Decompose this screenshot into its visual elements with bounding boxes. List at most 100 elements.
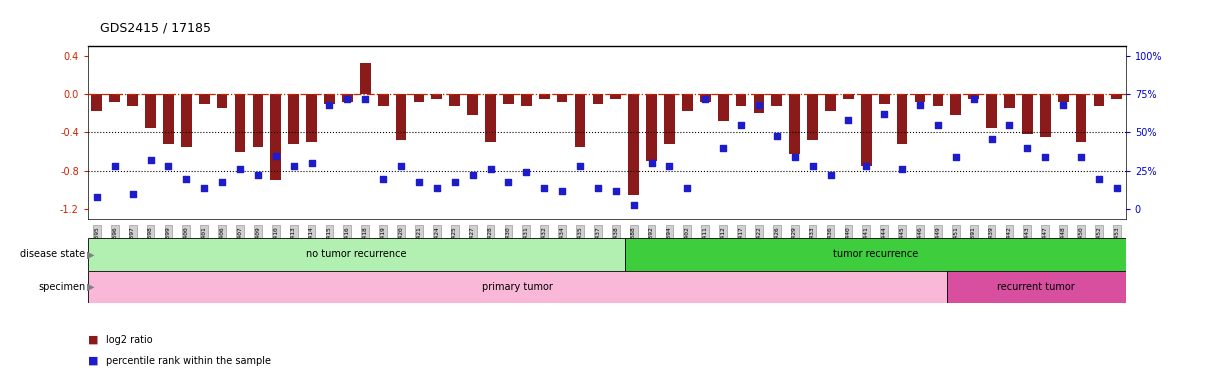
Text: percentile rank within the sample: percentile rank within the sample — [106, 356, 271, 366]
Point — [355, 96, 375, 102]
Bar — [736, 94, 746, 106]
Text: no tumor recurrence: no tumor recurrence — [306, 249, 407, 260]
Bar — [1076, 94, 1087, 142]
Point — [606, 188, 625, 194]
Bar — [468, 94, 477, 115]
Point — [785, 154, 805, 160]
Bar — [342, 94, 353, 102]
Bar — [807, 94, 818, 140]
Bar — [449, 94, 460, 106]
Bar — [324, 94, 335, 104]
Point — [659, 163, 679, 169]
Point — [696, 96, 716, 102]
Bar — [625, 238, 1126, 271]
Bar — [575, 94, 585, 147]
Point — [767, 132, 786, 139]
Point — [570, 163, 590, 169]
Point — [856, 163, 875, 169]
Point — [678, 185, 697, 191]
Text: GDS2415 / 17185: GDS2415 / 17185 — [100, 22, 211, 35]
Bar — [127, 94, 138, 106]
Point — [409, 179, 429, 185]
Bar — [700, 94, 711, 102]
Bar — [503, 94, 514, 104]
Point — [374, 175, 393, 182]
Bar — [950, 94, 961, 115]
Bar — [861, 94, 872, 166]
Point — [266, 152, 286, 159]
Point — [302, 160, 321, 166]
Point — [1000, 122, 1020, 128]
Bar — [377, 94, 388, 106]
Point — [427, 185, 447, 191]
Bar — [360, 63, 371, 94]
Bar — [718, 94, 729, 121]
Point — [177, 175, 197, 182]
Bar — [1022, 94, 1033, 134]
Bar — [1040, 94, 1050, 137]
Point — [928, 122, 947, 128]
Bar — [396, 94, 407, 140]
Bar — [610, 94, 621, 99]
Bar — [88, 271, 946, 303]
Bar — [968, 94, 979, 99]
Bar — [253, 94, 264, 147]
Bar — [199, 94, 210, 104]
Bar — [181, 94, 192, 147]
Point — [87, 194, 106, 200]
Text: recurrent tumor: recurrent tumor — [998, 282, 1076, 292]
Point — [821, 172, 840, 179]
Point — [946, 154, 966, 160]
Point — [463, 172, 482, 179]
Point — [391, 163, 410, 169]
Bar — [1094, 94, 1104, 106]
Bar — [88, 238, 625, 271]
Point — [444, 179, 464, 185]
Point — [231, 166, 250, 172]
Point — [1035, 154, 1055, 160]
Point — [481, 166, 501, 172]
Point — [140, 157, 160, 163]
Bar — [933, 94, 944, 106]
Point — [642, 160, 662, 166]
Point — [731, 122, 751, 128]
Text: disease state: disease state — [21, 249, 85, 260]
Bar — [270, 94, 281, 180]
Point — [1054, 102, 1073, 108]
Point — [893, 166, 912, 172]
Point — [910, 102, 929, 108]
Point — [552, 188, 571, 194]
Bar — [414, 94, 425, 102]
Bar — [772, 94, 783, 106]
Bar — [485, 94, 496, 142]
Text: specimen: specimen — [38, 282, 85, 292]
Point — [159, 163, 178, 169]
Bar — [946, 271, 1126, 303]
Point — [284, 163, 304, 169]
Point — [123, 191, 143, 197]
Bar — [306, 94, 317, 142]
Bar — [538, 94, 549, 99]
Point — [713, 145, 733, 151]
Point — [1089, 175, 1109, 182]
Bar — [1057, 94, 1068, 102]
Point — [874, 111, 894, 117]
Bar — [521, 94, 531, 106]
Bar — [825, 94, 836, 111]
Point — [624, 202, 643, 208]
Bar — [164, 94, 173, 144]
Text: ■: ■ — [88, 335, 99, 345]
Bar — [879, 94, 890, 104]
Point — [337, 96, 357, 102]
Point — [535, 185, 554, 191]
Point — [839, 117, 858, 123]
Point — [589, 185, 608, 191]
Bar — [789, 94, 800, 154]
Point — [1017, 145, 1037, 151]
Bar — [145, 94, 156, 127]
Bar — [592, 94, 603, 104]
Bar — [217, 94, 227, 108]
Point — [516, 169, 536, 175]
Point — [750, 102, 769, 108]
Text: primary tumor: primary tumor — [482, 282, 553, 292]
